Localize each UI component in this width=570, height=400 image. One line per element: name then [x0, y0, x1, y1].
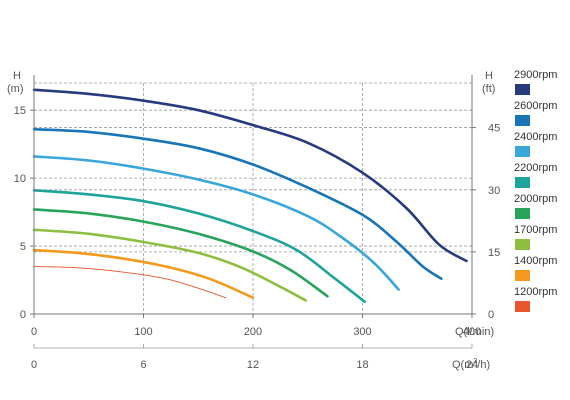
- series-line-1200rpm: [33, 265, 227, 299]
- x-primary-tick-label: 100: [134, 326, 152, 338]
- legend: 2900rpm 2600rpm 2400rpm 2200rpm 2000rpm 1700r…: [514, 69, 557, 312]
- x-secondary-tick-label: 0: [31, 359, 37, 371]
- series-line-1700rpm: [32, 228, 307, 302]
- legend-swatch-2200rpm: [515, 177, 530, 188]
- legend-swatch-2000rpm: [515, 208, 530, 219]
- legend-swatch-1700rpm: [515, 239, 530, 250]
- x-secondary-label-sup: 3: [473, 358, 477, 365]
- chart-grid: [34, 82, 473, 314]
- legend-label-2000rpm: 2000rpm: [514, 193, 557, 205]
- x-secondary-tick-label: 18: [356, 359, 368, 371]
- x-primary-tick-label: 300: [353, 326, 371, 338]
- series-line-2400rpm: [32, 155, 400, 291]
- legend-label-1700rpm: 1700rpm: [514, 224, 557, 236]
- series-line-2200rpm: [32, 189, 366, 304]
- x-secondary-label: Q(m3/h): [452, 358, 490, 371]
- x-primary-tick-label: 200: [244, 326, 262, 338]
- x-secondary-tick-label: 24: [466, 359, 478, 371]
- series-layer: [32, 88, 468, 304]
- chart-axes: 0 5 10 15 0 15 30 45 0 100 200 300 400 0 6 12 18 24: [14, 75, 500, 371]
- legend-label-1200rpm: 1200rpm: [514, 286, 557, 298]
- y-right-tick-label: 30: [488, 185, 500, 197]
- y-right-tick-label: 45: [488, 123, 500, 135]
- y-right-tick-label: 15: [488, 247, 500, 259]
- legend-swatch-1400rpm: [515, 270, 530, 281]
- series-line-2600rpm: [32, 127, 443, 280]
- y-left-tick-label: 0: [20, 309, 26, 321]
- legend-label-2200rpm: 2200rpm: [514, 162, 557, 174]
- x-secondary-label-suffix: /h): [477, 359, 490, 371]
- x-primary-tick-label: 0: [31, 326, 37, 338]
- y-right-label-top: H: [485, 70, 493, 82]
- x-secondary-tick-label: 12: [247, 359, 259, 371]
- y-left-label-top: H: [13, 70, 21, 82]
- series-line-2000rpm: [32, 208, 329, 298]
- legend-label-2900rpm: 2900rpm: [514, 69, 557, 81]
- y-left-tick-label: 10: [14, 173, 26, 185]
- x-secondary-tick-label: 6: [140, 359, 146, 371]
- legend-swatch-1200rpm: [515, 301, 530, 312]
- y-left-label-unit: (m): [7, 83, 24, 95]
- series-line-2900rpm: [32, 88, 468, 263]
- x-secondary-label-prefix: Q(m: [452, 359, 473, 371]
- legend-label-1400rpm: 1400rpm: [514, 255, 557, 267]
- legend-swatch-2400rpm: [515, 146, 530, 157]
- legend-label-2400rpm: 2400rpm: [514, 131, 557, 143]
- y-right-tick-label: 0: [488, 309, 494, 321]
- x-primary-tick-label: 400: [463, 326, 481, 338]
- legend-swatch-2600rpm: [515, 115, 530, 126]
- legend-label-2600rpm: 2600rpm: [514, 100, 557, 112]
- y-left-tick-label: 5: [20, 241, 26, 253]
- x-primary-label: Q(l/min): [455, 326, 494, 338]
- series-line-1400rpm: [32, 248, 255, 299]
- axis-labels: H (m) H (ft) Q(l/min) Q(m3/h): [7, 70, 495, 371]
- legend-swatch-2900rpm: [515, 84, 530, 95]
- y-right-label-unit: (ft): [482, 83, 495, 95]
- y-left-tick-label: 15: [14, 105, 26, 117]
